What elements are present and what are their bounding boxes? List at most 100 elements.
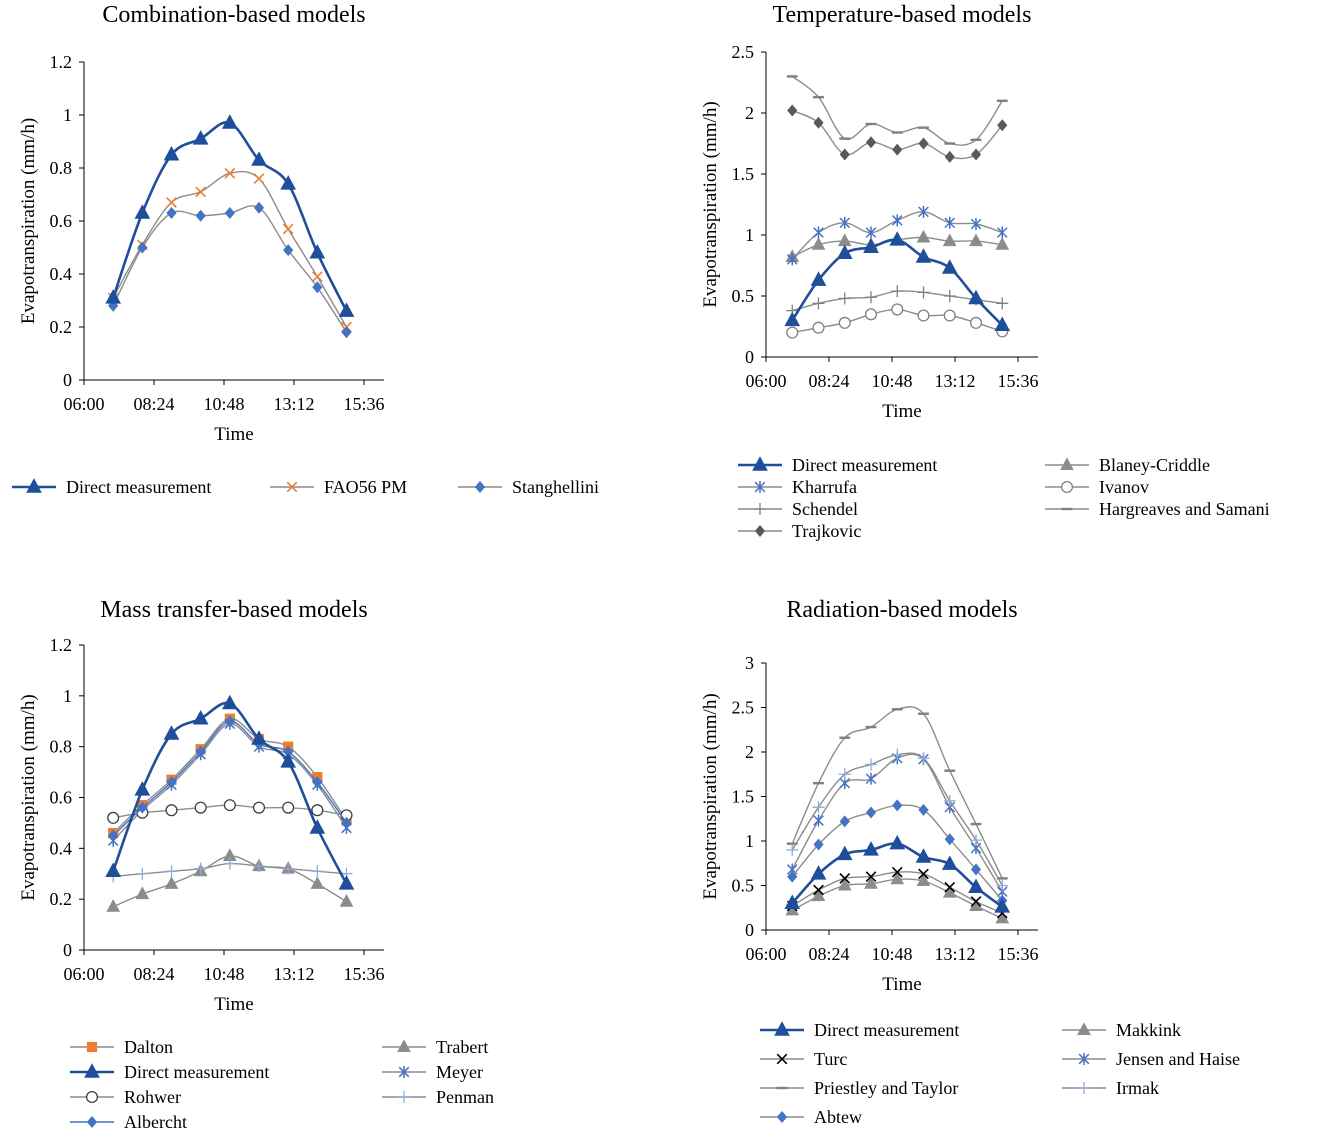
y-tick-label: 1	[745, 225, 754, 245]
legend: Direct measurement FAO56 PM Stanghellini	[12, 477, 599, 497]
legend-item-ivanov: Ivanov	[1045, 477, 1149, 497]
x-tick-label: 08:24	[133, 964, 174, 984]
data-point-direct-measurement	[163, 725, 180, 740]
y-tick-label: 1	[63, 105, 72, 125]
data-point-stanghellini	[166, 207, 177, 220]
y-tick-label: 0.6	[50, 788, 73, 808]
data-point-rohwer	[165, 804, 178, 817]
data-point-direct-measurement	[221, 694, 238, 710]
legend-item-rohwer: Rohwer	[70, 1087, 181, 1107]
legend-label: Trajkovic	[792, 521, 861, 541]
x-tick-label: 15:36	[343, 964, 384, 984]
legend-item-meyer: Meyer	[382, 1062, 483, 1082]
legend-label: Meyer	[436, 1062, 483, 1082]
data-point-penman	[282, 862, 295, 875]
y-tick-label: 0.8	[50, 737, 73, 757]
y-tick-label: 0.5	[732, 286, 755, 306]
y-tick-label: 1.5	[732, 164, 755, 184]
y-tick-label: 0	[63, 940, 72, 960]
series-dalton	[108, 713, 352, 839]
data-point-stanghellini	[341, 326, 352, 339]
data-point-kharrufa	[970, 218, 982, 231]
series-stanghellini	[108, 201, 352, 339]
legend-marker	[1078, 1053, 1090, 1065]
legend-label: Direct measurement	[814, 1020, 959, 1040]
data-point-direct-measurement	[221, 114, 238, 129]
series-turc	[786, 866, 1008, 919]
data-point-direct-measurement	[810, 271, 827, 286]
legend-item-trabert: Trabert	[382, 1037, 488, 1057]
data-point-rohwer	[311, 804, 324, 817]
y-tick-label: 0.5	[732, 876, 755, 896]
data-point-albercht	[224, 715, 235, 728]
data-point-kharrufa	[944, 216, 956, 229]
data-point-schendel	[812, 297, 825, 310]
legend-marker	[776, 1111, 788, 1123]
y-tick-label: 3	[745, 653, 754, 673]
legend-label: Abtew	[814, 1107, 862, 1127]
legend-item-stanghellini: Stanghellini	[458, 477, 599, 497]
data-point-penman	[253, 860, 265, 873]
x-tick-label: 13:12	[273, 964, 314, 984]
x-tick-label: 13:12	[934, 371, 975, 391]
data-point-blaney-criddle	[916, 229, 931, 243]
y-tick-label: 0.2	[50, 317, 73, 337]
data-point-kharrufa	[891, 214, 903, 227]
data-point-makkink	[811, 888, 826, 902]
series-abtew	[787, 799, 1008, 907]
legend-marker	[86, 1116, 98, 1128]
legend-item-kharrufa: Kharrufa	[738, 477, 857, 497]
legend-marker	[286, 481, 298, 493]
data-point-ivanov	[969, 316, 983, 329]
legend-label: Direct measurement	[792, 455, 937, 475]
data-point-direct-measurement	[338, 875, 355, 890]
data-point-direct-measurement	[134, 204, 151, 219]
chart-mass-transfer-based-models: Mass transfer-based models 0 0.2 0.4 0.6 0.8 1…	[18, 597, 494, 1132]
legend-item-dalton: Dalton	[70, 1037, 173, 1057]
legend-item-direct-measurement: Direct measurement	[738, 455, 937, 475]
series-rohwer	[107, 799, 353, 824]
series-trajkovic	[787, 104, 1008, 163]
data-point-albercht	[137, 801, 148, 814]
data-point-kharrufa	[865, 226, 877, 239]
data-point-albercht	[108, 829, 119, 842]
legend-label: Dalton	[124, 1037, 173, 1057]
legend-item-hargreaves-and-samani: Hargreaves and Samani	[1045, 499, 1270, 519]
data-point-fao56-pm	[224, 167, 236, 179]
series-kharrufa	[786, 205, 1008, 266]
data-point-schendel	[865, 291, 877, 304]
data-point-trajkovic	[839, 148, 850, 161]
legend-label: FAO56 PM	[324, 477, 407, 497]
data-point-stanghellini	[253, 201, 265, 214]
legend-marker	[776, 1053, 788, 1065]
data-point-jensen-and-haise	[865, 772, 877, 785]
x-tick-label: 10:48	[871, 371, 912, 391]
series-direct-measurement	[784, 834, 1011, 913]
legend-label: Jensen and Haise	[1116, 1049, 1240, 1069]
series-hargreaves-and-samani	[786, 75, 1008, 146]
legend-label: Turc	[814, 1049, 847, 1069]
data-point-schendel	[891, 285, 904, 298]
data-point-direct-measurement	[280, 175, 297, 190]
data-point-irmak	[891, 748, 904, 761]
legend-label: Trabert	[436, 1037, 488, 1057]
legend-marker	[1078, 1082, 1090, 1094]
series-trabert	[106, 848, 354, 912]
legend-label: Ivanov	[1099, 477, 1149, 497]
legend-item-albercht: Albercht	[70, 1112, 187, 1132]
y-tick-label: 0.4	[50, 838, 73, 858]
series-line-priestley-and-taylor	[791, 706, 1003, 879]
y-tick-label: 1.2	[50, 52, 73, 72]
data-point-direct-measurement	[163, 145, 180, 161]
series-penman	[107, 857, 353, 883]
data-point-trajkovic	[918, 137, 929, 150]
legend-marker	[752, 456, 768, 471]
x-tick-label: 06:00	[63, 394, 104, 414]
data-point-trabert	[310, 876, 325, 889]
x-tick-label: 10:48	[203, 394, 244, 414]
data-point-trajkovic	[813, 116, 824, 129]
data-point-kharrufa	[918, 205, 929, 218]
series-ivanov	[786, 303, 1009, 339]
y-tick-label: 2	[745, 103, 754, 123]
data-point-schendel	[996, 297, 1009, 310]
